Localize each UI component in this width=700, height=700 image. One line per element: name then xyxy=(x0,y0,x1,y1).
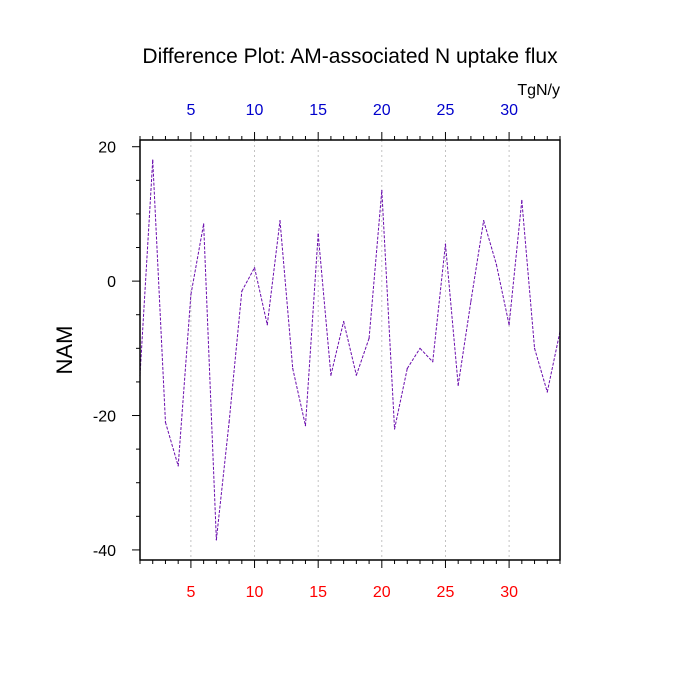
y-tick-label-20: 20 xyxy=(98,140,116,157)
x-tick-label-bottom-20: 20 xyxy=(373,584,391,601)
x-tick-label-bottom-25: 25 xyxy=(437,584,455,601)
series-0-segment-12 xyxy=(279,220,294,369)
series-0-point-31 xyxy=(521,199,523,202)
series-0-segment-32 xyxy=(534,348,548,393)
series-0-segment-15 xyxy=(317,234,332,376)
series-0-segment-23 xyxy=(419,347,434,363)
series-0-point-22 xyxy=(406,367,408,370)
series-0-point-13 xyxy=(292,367,294,370)
series-0-point-33 xyxy=(546,391,548,393)
series-0-point-16 xyxy=(330,374,332,376)
x-tick-label-top-5: 5 xyxy=(186,102,195,119)
series-0-segment-8 xyxy=(228,291,243,423)
x-tick-label-bottom-15: 15 xyxy=(309,584,327,601)
y-axis-label: NAM xyxy=(52,326,77,375)
series-0-segment-21 xyxy=(394,368,408,430)
series-0-point-6 xyxy=(203,223,205,225)
series-0-point-30 xyxy=(508,324,510,326)
series-0-point-29 xyxy=(495,263,497,265)
series-0-point-19 xyxy=(368,337,370,339)
series-0-segment-31 xyxy=(521,200,536,349)
series-0-segment-3 xyxy=(164,422,179,467)
tick-labels: 5 5 10 10 15 15 20 20 25 25 30 30 20 0 -20 -40 xyxy=(93,102,518,601)
x-tick-label-bottom-30: 30 xyxy=(500,584,518,601)
series-0-segment-4 xyxy=(177,294,192,466)
series-0-point-5 xyxy=(190,293,192,296)
series-0-segment-17 xyxy=(343,321,357,376)
x-tick-label-top-25: 25 xyxy=(437,102,455,119)
x-tick-label-top-30: 30 xyxy=(500,102,518,119)
y-tick-label--20: -20 xyxy=(93,409,116,426)
series-0-segment-26 xyxy=(457,301,472,386)
data-series xyxy=(139,159,561,541)
series-0-point-20 xyxy=(381,189,383,191)
series-0-point-3 xyxy=(164,421,167,423)
grid-lines xyxy=(190,140,510,560)
series-0-segment-7 xyxy=(215,422,230,540)
x-tick-label-top-20: 20 xyxy=(373,102,391,119)
series-0-segment-29 xyxy=(495,264,510,325)
series-0-point-4 xyxy=(177,465,179,467)
x-tick-label-top-10: 10 xyxy=(246,102,264,119)
series-0-segment-20 xyxy=(381,190,396,429)
series-0-point-2 xyxy=(152,159,154,161)
series-0-point-14 xyxy=(304,425,307,427)
series-0-point-28 xyxy=(483,220,485,222)
series-0-point-26 xyxy=(457,384,459,386)
series-0-point-25 xyxy=(444,243,447,245)
x-tick-label-bottom-10: 10 xyxy=(246,584,264,601)
series-0-point-18 xyxy=(355,374,357,376)
chart-title: Difference Plot: AM-associated N uptake … xyxy=(142,45,558,68)
series-0-segment-22 xyxy=(406,348,421,369)
y-tick-label--40: -40 xyxy=(93,543,116,560)
series-0-segment-10 xyxy=(254,267,268,325)
series-0-point-12 xyxy=(279,220,281,222)
series-0-point-11 xyxy=(266,324,268,326)
series-0-point-27 xyxy=(470,300,472,302)
series-0-point-8 xyxy=(228,421,230,423)
series-0-point-23 xyxy=(419,347,421,349)
series-0-segment-2 xyxy=(152,160,166,423)
series-0-point-7 xyxy=(215,539,217,541)
series-0-segment-14 xyxy=(304,234,319,426)
series-0-point-32 xyxy=(533,347,536,349)
top-axis-unit: TgN/y xyxy=(517,82,560,99)
series-0-point-15 xyxy=(317,233,319,235)
axis-ticks xyxy=(132,132,561,568)
series-0-point-24 xyxy=(432,361,434,363)
series-0-point-10 xyxy=(253,267,256,269)
x-tick-label-top-15: 15 xyxy=(309,102,327,119)
series-0-segment-30 xyxy=(508,200,523,325)
x-tick-label-bottom-5: 5 xyxy=(186,584,195,601)
series-0-segment-33 xyxy=(546,331,561,393)
series-0-point-9 xyxy=(241,290,243,292)
series-0-segment-1 xyxy=(139,160,154,376)
series-0-segment-11 xyxy=(266,220,281,325)
series-0-segment-5 xyxy=(190,223,205,295)
series-0-point-17 xyxy=(343,320,345,323)
series-0-segment-16 xyxy=(330,321,345,376)
series-0-segment-19 xyxy=(368,190,383,339)
series-0-segment-24 xyxy=(432,244,446,362)
series-0-segment-6 xyxy=(203,223,217,540)
series-0-segment-9 xyxy=(241,267,255,292)
series-0-segment-13 xyxy=(292,368,306,426)
series-0-segment-25 xyxy=(444,244,459,386)
y-tick-label-0: 0 xyxy=(107,274,116,291)
plot-frame xyxy=(139,139,561,561)
series-0-segment-27 xyxy=(470,220,485,302)
series-0-point-21 xyxy=(393,428,396,430)
series-0-segment-28 xyxy=(483,220,497,265)
series-0-segment-18 xyxy=(355,338,370,376)
